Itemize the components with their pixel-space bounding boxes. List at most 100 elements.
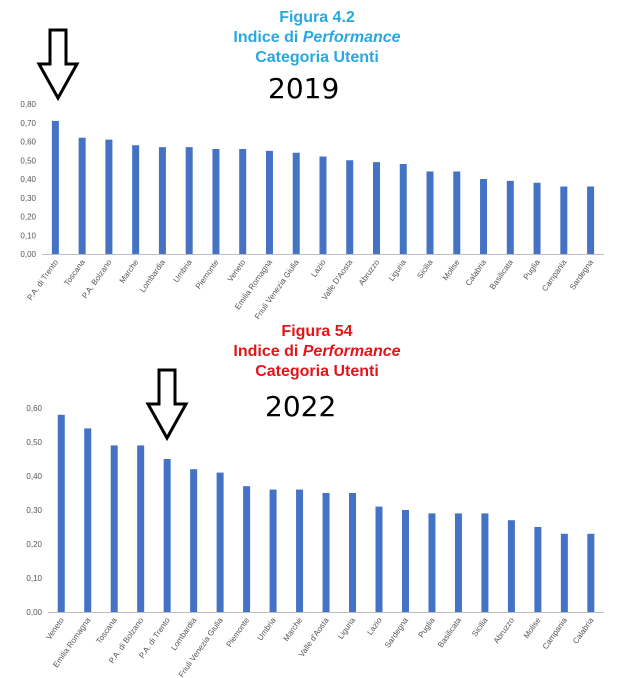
category-label: Basilicata bbox=[488, 258, 515, 292]
y-tick-label: 0,10 bbox=[20, 231, 36, 240]
category-label: Puglia bbox=[416, 616, 436, 640]
bar bbox=[401, 510, 409, 612]
figure2-title-line3: Categoria Utenti bbox=[255, 363, 379, 380]
bar bbox=[212, 149, 220, 254]
y-tick-label: 0,40 bbox=[20, 175, 36, 184]
bar bbox=[453, 171, 461, 254]
category-label: Lazio bbox=[309, 258, 328, 279]
bar bbox=[84, 428, 92, 612]
y-tick-label: 0,30 bbox=[20, 194, 36, 203]
y-tick-label: 0,40 bbox=[26, 472, 42, 481]
bar bbox=[399, 164, 407, 254]
y-tick-label: 0,20 bbox=[20, 213, 36, 222]
bar bbox=[373, 162, 380, 254]
bar bbox=[506, 180, 514, 254]
y-tick-label: 0,30 bbox=[26, 506, 42, 515]
figure1-title-line3: Categoria Utenti bbox=[255, 49, 379, 66]
category-label: Basilicata bbox=[436, 616, 463, 650]
y-tick-label: 0,20 bbox=[26, 540, 42, 549]
bar bbox=[132, 145, 140, 254]
bar bbox=[375, 506, 383, 612]
figure2-title-line2-italic: Performance bbox=[302, 343, 401, 360]
category-label: Liguria bbox=[336, 616, 357, 641]
bar bbox=[319, 156, 327, 254]
bar bbox=[560, 533, 568, 612]
y-tick-label: 0,60 bbox=[20, 138, 36, 147]
y-tick-label: 0,80 bbox=[20, 100, 36, 109]
bar bbox=[428, 513, 436, 612]
bar bbox=[322, 493, 330, 612]
y-tick-label: 0,00 bbox=[26, 608, 42, 617]
figure1-title-line2-prefix: Indice di bbox=[233, 29, 303, 46]
figure2-title-line2: Indice di Performance bbox=[0, 342, 634, 362]
category-label: Abruzzo bbox=[357, 258, 382, 288]
category-label: Molise bbox=[522, 616, 543, 641]
category-label: Marche bbox=[118, 258, 141, 285]
category-label: Piemonte bbox=[224, 616, 251, 649]
down-arrow-icon bbox=[145, 368, 189, 442]
category-label: Umbria bbox=[172, 258, 194, 285]
figure2-title-line2-prefix: Indice di bbox=[233, 343, 303, 360]
category-label: Abruzzo bbox=[492, 616, 517, 646]
category-label: Campania bbox=[540, 258, 569, 293]
bar bbox=[216, 472, 224, 612]
bar bbox=[507, 520, 515, 612]
category-label: Sicilia bbox=[415, 258, 435, 281]
bar bbox=[480, 179, 488, 254]
category-label: Umbria bbox=[256, 616, 278, 643]
y-tick-label: 0,50 bbox=[26, 438, 42, 447]
y-tick-label: 0,60 bbox=[26, 404, 42, 413]
category-label: Puglia bbox=[522, 258, 542, 282]
bar bbox=[137, 445, 145, 612]
category-label: Toscana bbox=[94, 616, 119, 646]
figure2-title: Figura 54 Indice di Performance Categori… bbox=[0, 322, 634, 382]
bar bbox=[560, 186, 568, 254]
category-label: Lombardia bbox=[138, 258, 167, 295]
bar bbox=[110, 445, 118, 612]
bar bbox=[269, 489, 277, 612]
bar bbox=[533, 182, 541, 254]
bar bbox=[78, 137, 86, 254]
y-tick-label: 0,10 bbox=[26, 574, 42, 583]
category-label: Calabria bbox=[464, 258, 489, 288]
figure1-title-line1: Figura 4.2 bbox=[279, 9, 355, 26]
chart-2022: 0,000,100,200,300,400,500,60VenetoEmilia… bbox=[26, 404, 604, 678]
category-label: Calabria bbox=[571, 616, 596, 646]
category-label: Toscana bbox=[62, 258, 87, 288]
bar bbox=[349, 493, 357, 612]
down-arrow-icon bbox=[36, 28, 80, 102]
figure1-title-line2: Indice di Performance bbox=[0, 28, 634, 48]
bar bbox=[296, 489, 304, 612]
bar bbox=[587, 533, 595, 612]
y-tick-label: 0,00 bbox=[20, 250, 36, 259]
bar bbox=[163, 459, 171, 612]
category-label: Sardegna bbox=[568, 258, 596, 292]
figure1-title-line2-italic: Performance bbox=[302, 29, 401, 46]
category-label: Molise bbox=[441, 258, 462, 283]
bar bbox=[454, 513, 462, 612]
category-label: Veneto bbox=[44, 616, 66, 642]
figure1-year: 2019 bbox=[268, 72, 340, 105]
bar bbox=[534, 527, 542, 612]
bar bbox=[158, 147, 166, 254]
y-tick-label: 0,50 bbox=[20, 156, 36, 165]
bar bbox=[239, 149, 247, 254]
figure1-title: Figura 4.2 Indice di Performance Categor… bbox=[0, 8, 634, 68]
chart-2019: 0,00 0,10 0,20 0,30 0,40 0,50 0,60 0,70 0,80 P.A.… bbox=[20, 100, 604, 321]
bar bbox=[292, 152, 300, 254]
figure2-title-line1: Figura 54 bbox=[281, 323, 353, 340]
bar bbox=[185, 147, 193, 254]
bar bbox=[105, 139, 113, 254]
category-label: Lombardia bbox=[169, 616, 198, 653]
category-label: Liguria bbox=[387, 258, 408, 283]
category-label: Piemonte bbox=[194, 258, 221, 291]
category-label: Campania bbox=[541, 616, 570, 651]
y-tick-label: 0,70 bbox=[20, 119, 36, 128]
bar bbox=[57, 414, 65, 612]
category-label: Veneto bbox=[226, 258, 248, 284]
bar bbox=[265, 150, 273, 254]
bar bbox=[426, 171, 434, 254]
category-label: Lazio bbox=[365, 616, 384, 637]
bar bbox=[481, 513, 489, 612]
